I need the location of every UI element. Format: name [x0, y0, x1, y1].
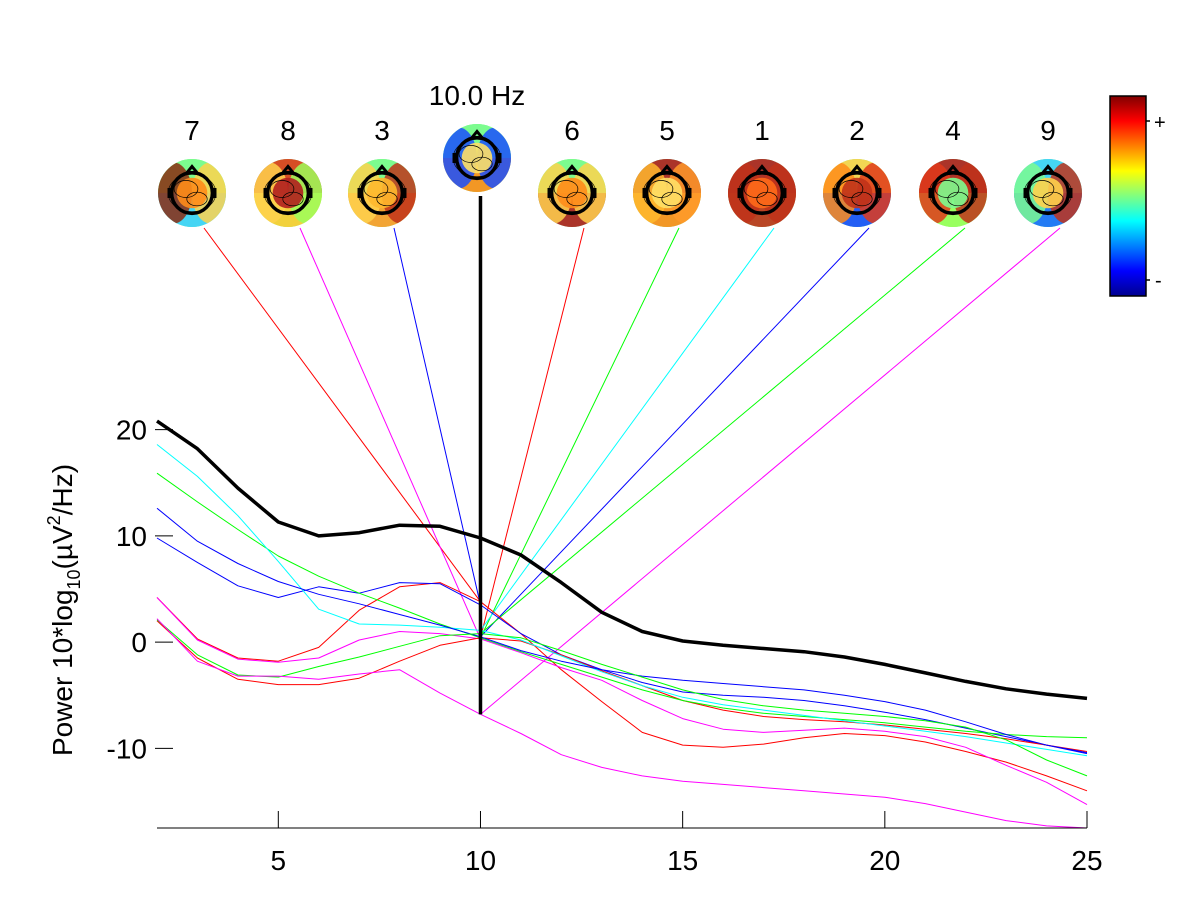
series-line-6: [156, 620, 1088, 752]
scalp-map-9: [1014, 159, 1082, 227]
y-tick-label: 20: [116, 415, 147, 446]
scalp-map-6: [538, 159, 606, 227]
scalp-map-4: [919, 159, 987, 227]
scalp-map-label: 8: [280, 115, 296, 146]
marker-frequency-label: 10.0 Hz: [429, 80, 526, 111]
series-line-total: [156, 419, 1088, 701]
scalp-map-label: 2: [849, 115, 865, 146]
series-line-4: [156, 619, 1088, 777]
series-line-2: [156, 507, 1088, 754]
y-axis-label: Power 10*log10(µV2/Hz): [44, 464, 84, 756]
scalp-maps: 7 8 3 6 5 1 2 4 9: [158, 115, 1082, 227]
series-line-1: [156, 444, 1088, 757]
series-line-9: [156, 618, 1088, 829]
connector-line-5: [480, 227, 680, 639]
colorbar-top-label: +: [1154, 112, 1166, 134]
x-tick-label: 25: [1071, 845, 1102, 876]
scalp-map-3: [348, 159, 416, 227]
y-tick-label: -10: [107, 733, 147, 764]
scalp-map-label: 5: [659, 115, 675, 146]
connector-line-8: [299, 227, 481, 640]
scalp-map-2: [823, 159, 891, 227]
connector-line-3: [393, 227, 481, 606]
connector-line-6: [479, 227, 585, 638]
scalp-map-1: [728, 159, 796, 227]
x-ticks: 5 10 15 20 25: [271, 811, 1103, 876]
scalp-map-8: [254, 159, 322, 227]
colorbar-gradient: [1109, 95, 1147, 297]
x-tick-label: 10: [465, 845, 496, 876]
spectrum-lines: [156, 419, 1088, 829]
series-line-8: [156, 597, 1088, 806]
scalp-map-label: 7: [184, 115, 200, 146]
scalp-map-label: 6: [564, 115, 580, 146]
axes: 5 10 15 20 25 20 10 0 -10 Power 10*log10(µV2/Hz…: [44, 415, 1103, 876]
connector-line-2: [480, 227, 870, 638]
scalp-map-5: [633, 159, 701, 227]
connector-line-7: [203, 227, 481, 603]
series-line-7: [156, 582, 1088, 792]
scalp-map-label: 9: [1040, 115, 1056, 146]
y-tick-label: 0: [131, 627, 147, 658]
colorbar-bottom-label: -: [1155, 270, 1162, 292]
y-tick-label: 10: [116, 521, 147, 552]
y-ticks: 20 10 0 -10: [107, 415, 173, 764]
series-line-5: [156, 472, 1088, 739]
x-tick-label: 20: [869, 845, 900, 876]
x-tick-label: 15: [667, 845, 698, 876]
scalp-map-label: 3: [374, 115, 390, 146]
x-tick-label: 5: [271, 845, 287, 876]
scalp-map-label: 1: [754, 115, 770, 146]
connector-line-4: [480, 227, 966, 634]
colorbar: + -: [1109, 95, 1166, 297]
scalp-map-total: [443, 124, 511, 192]
scalp-map-7: [158, 159, 226, 227]
scalp-map-label: 4: [945, 115, 961, 146]
connector-line-9: [480, 227, 1061, 715]
connector-lines: [203, 227, 1061, 715]
connector-line-1: [480, 227, 775, 631]
series-line-3: [156, 537, 1088, 755]
